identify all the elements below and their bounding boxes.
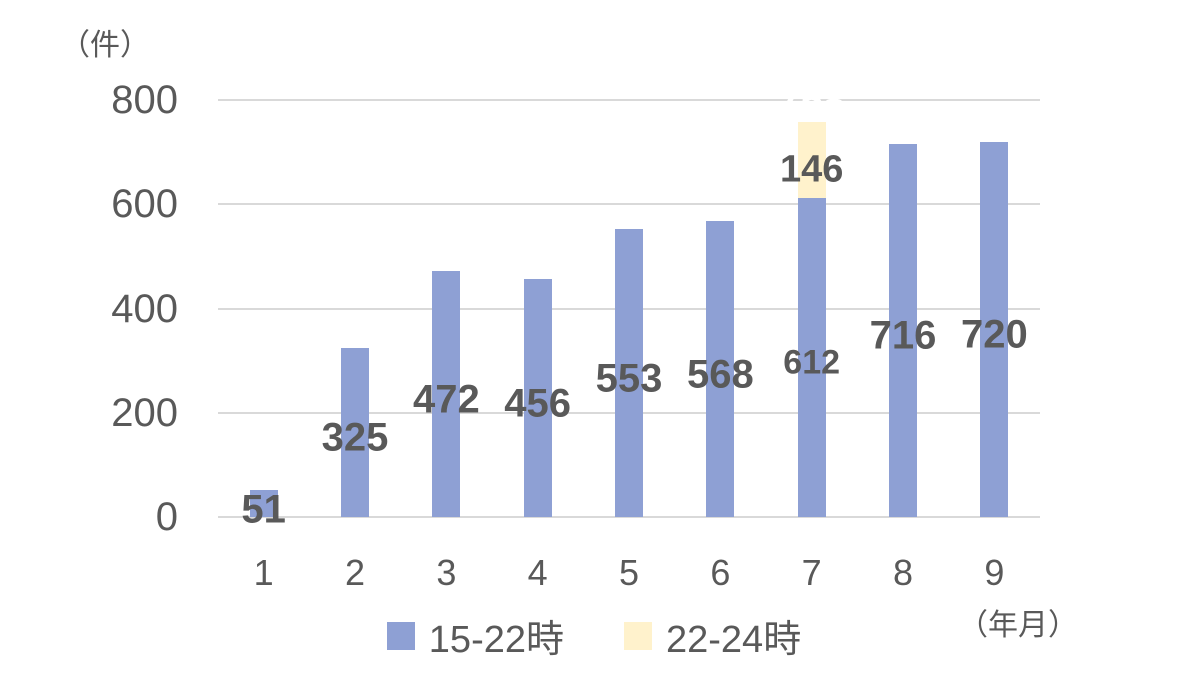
y-axis-unit-label: （件） <box>60 29 150 62</box>
value-label-15-22時-month-6: 568 <box>686 352 754 397</box>
bar-segment-15-22時-month-5 <box>615 228 643 517</box>
legend-swatch-icon <box>624 621 652 650</box>
y-tick-label: 400 <box>111 286 178 331</box>
total-value-label: 758 <box>778 78 846 123</box>
value-label-15-22時-month-7: 612 <box>783 343 841 382</box>
x-axis-unit-label: （年月） <box>958 609 1078 642</box>
x-tick-label-month-2: 2 <box>344 552 366 593</box>
x-tick-label-month-9: 9 <box>984 552 1005 593</box>
x-tick-label-month-6: 6 <box>710 552 731 593</box>
bar-segment-22-24時-month-7 <box>797 121 826 198</box>
legend-label: 15-22時 <box>428 619 564 661</box>
y-tick-label: 200 <box>111 390 178 435</box>
x-tick-label-month-1: 1 <box>253 552 274 593</box>
gridline <box>218 203 1040 206</box>
bar-segment-15-22時-month-4 <box>523 279 552 517</box>
bar-segment-15-22時-month-1 <box>249 490 278 517</box>
bar-segment-15-22時-month-7 <box>797 197 826 517</box>
y-tick-label: 600 <box>111 182 178 227</box>
legend-item-22-24時: 22-24時 <box>624 608 801 663</box>
legend-label: 22-24時 <box>666 619 802 661</box>
value-label-15-22時-month-1: 51 <box>241 487 286 532</box>
y-tick-label: 800 <box>111 78 178 122</box>
gridline <box>218 99 1040 101</box>
value-label-15-22時-month-2: 325 <box>321 415 389 460</box>
value-label-15-22時-month-5: 553 <box>595 356 663 401</box>
x-tick-label-month-8: 8 <box>892 552 914 593</box>
value-label-15-22時-month-3: 472 <box>412 377 480 422</box>
chart-legend: 15-22時 22-24時 <box>0 608 1188 663</box>
bar-segment-15-22時-month-3 <box>432 270 461 517</box>
x-axis-line <box>218 516 1040 518</box>
value-label-15-22時-month-8: 716 <box>869 313 937 358</box>
value-label-22-24時-month-7: 146 <box>779 148 844 191</box>
bar-segment-15-22時-month-8 <box>889 143 917 517</box>
bar-segment-15-22時-month-2 <box>341 347 369 517</box>
bar-segment-15-22時-month-6 <box>706 220 735 517</box>
legend-swatch-icon <box>386 621 415 650</box>
y-tick-label: 0 <box>155 495 178 539</box>
bar-segment-15-22時-month-9 <box>980 141 1009 517</box>
legend-item-15-22時: 15-22時 <box>386 608 564 663</box>
x-tick-label-month-4: 4 <box>527 552 548 593</box>
x-tick-label-month-3: 3 <box>436 552 457 593</box>
value-label-15-22時-month-9: 720 <box>960 312 1028 357</box>
value-label-15-22時-month-4: 456 <box>504 381 572 426</box>
x-tick-label-month-5: 5 <box>618 552 640 593</box>
x-tick-label-month-7: 7 <box>801 552 822 593</box>
